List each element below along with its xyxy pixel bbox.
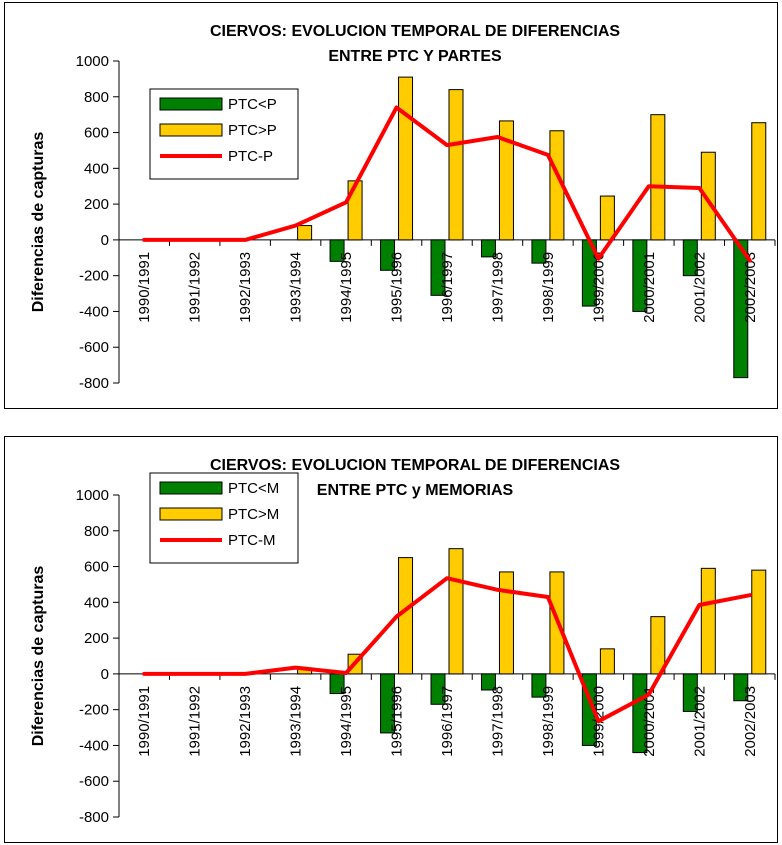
x-tick-label: 1993/1994 <box>288 686 305 757</box>
y-tick-label: -600 <box>79 773 109 790</box>
y-tick-label: -800 <box>79 375 109 392</box>
x-tick-label: 1993/1994 <box>288 252 305 323</box>
bar-ptcm-10 <box>632 673 648 754</box>
bar-ptcm-12 <box>733 673 749 702</box>
legend-swatch <box>159 123 223 137</box>
y-tick-label: -200 <box>79 268 109 285</box>
bar-ptcm-8 <box>531 673 547 698</box>
x-tick-label: 1998/1999 <box>540 252 557 323</box>
x-tick-label: 1999/2000 <box>590 252 607 323</box>
x-tick-label: 1994/1995 <box>338 252 355 323</box>
bar-ptcp-4 <box>329 239 345 262</box>
bar-ptcp-8 <box>531 239 547 264</box>
bar-ptcm-9 <box>599 648 615 675</box>
x-tick-label: 1996/1997 <box>439 252 456 323</box>
x-tick-label: 1997/1998 <box>489 252 506 323</box>
chart-title-line-1: CIERVOS: EVOLUCION TEMPORAL DE DIFERENCI… <box>210 457 620 474</box>
bar-ptcp-3 <box>297 225 313 241</box>
y-tick-label: 200 <box>84 196 109 213</box>
x-tick-label: 2001/2002 <box>691 686 708 757</box>
legend-swatch <box>159 481 223 495</box>
bar-ptcp-10 <box>632 239 648 312</box>
x-tick-label: 1998/1999 <box>540 686 557 757</box>
bar-ptcm-7 <box>480 673 496 691</box>
y-tick-label: 400 <box>84 160 109 177</box>
y-tick-label: -400 <box>79 737 109 754</box>
bar-ptcp-9 <box>599 195 615 241</box>
legend-label: PTC>P <box>228 122 277 139</box>
chart-title-line-2: ENTRE PTC Y PARTES <box>328 48 502 65</box>
chart-memorias-svg: CIERVOS: EVOLUCION TEMPORAL DE DIFERENCI… <box>30 457 776 826</box>
chart-title-line-2: ENTRE PTC y MEMORIAS <box>317 482 514 499</box>
x-tick-label: 1990/1991 <box>136 252 153 323</box>
x-tick-label: 2002/2003 <box>742 252 759 323</box>
line-series-ptcp <box>142 105 752 263</box>
x-tick-label: 2002/2003 <box>742 686 759 757</box>
x-tick-label: 1992/1993 <box>237 252 254 323</box>
bar-ptcp-7 <box>480 239 496 258</box>
x-tick-label: 1996/1997 <box>439 686 456 757</box>
y-tick-label: 0 <box>101 232 109 249</box>
legend-label: PTC-P <box>228 148 273 165</box>
bar-ptcm-5 <box>380 673 396 734</box>
bar-ptcp-4 <box>347 180 363 241</box>
bar-ptcp-12 <box>751 122 767 241</box>
bar-ptcm-10 <box>650 616 666 675</box>
bar-ptcm-12 <box>751 569 767 675</box>
y-tick-label: 800 <box>84 523 109 540</box>
legend-label: PTC>M <box>228 506 279 523</box>
y-tick-label: -400 <box>79 303 109 320</box>
x-tick-label: 2000/2001 <box>641 252 658 323</box>
y-tick-label: 0 <box>101 666 109 683</box>
bar-ptcp-7 <box>498 120 514 241</box>
y-tick-label: 800 <box>84 89 109 106</box>
bar-ptcm-11 <box>682 673 698 712</box>
x-tick-label: 1991/1992 <box>187 252 204 323</box>
bar-ptcp-11 <box>700 151 716 241</box>
y-tick-label: -200 <box>79 702 109 719</box>
y-tick-label: 1000 <box>76 487 109 504</box>
x-tick-label: 1992/1993 <box>237 686 254 757</box>
chart-title-line-1: CIERVOS: EVOLUCION TEMPORAL DE DIFERENCI… <box>210 23 620 40</box>
y-tick-label: -600 <box>79 339 109 356</box>
y-tick-label: 400 <box>84 594 109 611</box>
chart-panel-memorias: CIERVOS: EVOLUCION TEMPORAL DE DIFERENCI… <box>4 436 778 843</box>
legend-swatch <box>159 97 223 111</box>
x-tick-label: 2000/2001 <box>641 686 658 757</box>
legend-label: PTC<M <box>228 480 279 497</box>
legend-swatch <box>159 507 223 521</box>
x-tick-label: 1990/1991 <box>136 686 153 757</box>
y-tick-label: 200 <box>84 630 109 647</box>
bar-ptcm-6 <box>448 548 464 675</box>
y-axis-label: Diferencias de capturas <box>30 132 47 313</box>
bar-ptcm-11 <box>700 567 716 675</box>
x-tick-label: 1991/1992 <box>187 686 204 757</box>
x-tick-label: 1995/1996 <box>389 686 406 757</box>
chart-legend: PTC<M PTC>M PTC-M <box>149 472 299 564</box>
y-tick-label: 1000 <box>76 53 109 70</box>
y-tick-label: 600 <box>84 559 109 576</box>
bar-ptcp-11 <box>682 239 698 277</box>
x-tick-label: 1994/1995 <box>338 686 355 757</box>
bar-ptcp-10 <box>650 114 666 241</box>
bar-ptcm-7 <box>498 571 514 675</box>
bar-ptcp-12 <box>733 239 749 379</box>
bar-ptcm-6 <box>430 673 446 705</box>
bar-ptcp-6 <box>430 239 446 296</box>
chart-panel-partes: CIERVOS: EVOLUCION TEMPORAL DE DIFERENCI… <box>4 2 778 409</box>
bar-ptcp-5 <box>380 239 396 271</box>
chart-legend: PTC<P PTC>P PTC-P <box>149 88 299 180</box>
x-tick-label: 2001/2002 <box>691 252 708 323</box>
y-tick-label: -800 <box>79 809 109 826</box>
bar-ptcp-6 <box>448 89 464 241</box>
x-tick-label: 1997/1998 <box>489 686 506 757</box>
legend-label: PTC-M <box>228 532 276 549</box>
x-tick-label: 1995/1996 <box>389 252 406 323</box>
legend-label: PTC<P <box>228 96 277 113</box>
chart-partes-svg: CIERVOS: EVOLUCION TEMPORAL DE DIFERENCI… <box>30 23 776 392</box>
bar-ptcp-5 <box>398 76 414 241</box>
y-tick-label: 600 <box>84 125 109 142</box>
line-series-ptcm <box>142 576 752 724</box>
y-axis-label: Diferencias de capturas <box>30 566 47 747</box>
